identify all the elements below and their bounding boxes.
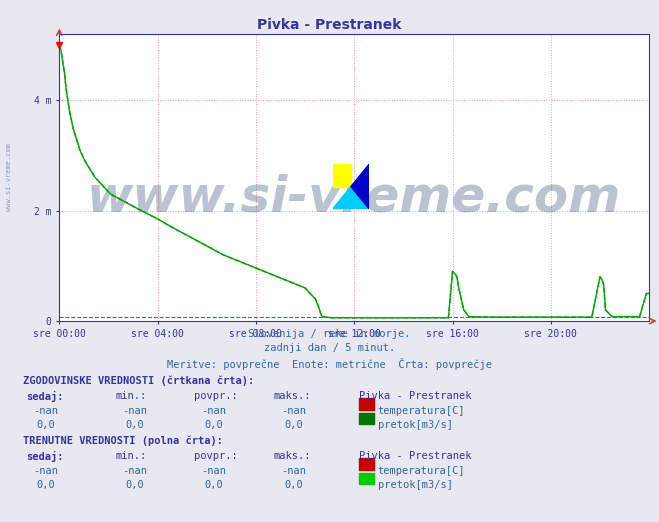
Text: min.:: min.: [115,391,146,401]
Text: Slovenija / reke in morje.: Slovenija / reke in morje. [248,329,411,339]
Text: TRENUTNE VREDNOSTI (polna črta):: TRENUTNE VREDNOSTI (polna črta): [23,435,223,446]
Text: 0,0: 0,0 [126,420,144,430]
Text: sedaj:: sedaj: [26,451,64,462]
Text: 0,0: 0,0 [126,480,144,490]
Text: 0,0: 0,0 [205,420,223,430]
Polygon shape [351,164,369,209]
Text: 0,0: 0,0 [284,480,302,490]
Text: 0,0: 0,0 [205,480,223,490]
Text: -nan: -nan [281,406,306,416]
Text: Meritve: povprečne  Enote: metrične  Črta: povprečje: Meritve: povprečne Enote: metrične Črta:… [167,358,492,370]
Text: -nan: -nan [34,466,59,476]
Text: ZGODOVINSKE VREDNOSTI (črtkana črta):: ZGODOVINSKE VREDNOSTI (črtkana črta): [23,376,254,386]
Text: maks.:: maks.: [273,391,311,401]
Text: Pivka - Prestranek: Pivka - Prestranek [359,451,472,461]
Text: sedaj:: sedaj: [26,391,64,402]
Text: -nan: -nan [202,406,227,416]
Text: povpr.:: povpr.: [194,451,238,461]
Text: povpr.:: povpr.: [194,391,238,401]
Text: 0,0: 0,0 [284,420,302,430]
Text: zadnji dan / 5 minut.: zadnji dan / 5 minut. [264,343,395,353]
Text: temperatura[C]: temperatura[C] [378,466,465,476]
Text: Pivka - Prestranek: Pivka - Prestranek [257,18,402,32]
Bar [333,164,351,187]
Text: -nan: -nan [202,466,227,476]
Text: pretok[m3/s]: pretok[m3/s] [378,480,453,490]
Text: www.si-vreme.com: www.si-vreme.com [5,144,12,211]
Text: temperatura[C]: temperatura[C] [378,406,465,416]
Text: pretok[m3/s]: pretok[m3/s] [378,420,453,430]
Text: -nan: -nan [123,466,148,476]
Text: www.si-vreme.com: www.si-vreme.com [87,174,621,221]
Text: 0,0: 0,0 [37,420,55,430]
Text: 0,0: 0,0 [37,480,55,490]
Polygon shape [333,164,369,209]
Text: -nan: -nan [281,466,306,476]
Text: maks.:: maks.: [273,451,311,461]
Text: -nan: -nan [123,406,148,416]
Text: -nan: -nan [34,406,59,416]
Text: min.:: min.: [115,451,146,461]
Text: Pivka - Prestranek: Pivka - Prestranek [359,391,472,401]
